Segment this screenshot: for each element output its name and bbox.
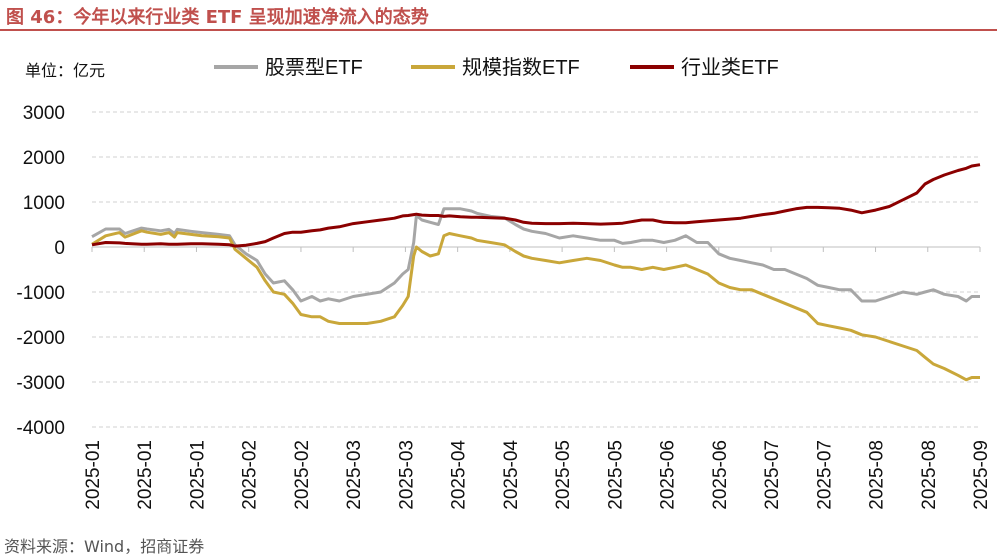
grid-lines: [92, 111, 980, 428]
x-tick-label: 2025-06: [710, 440, 731, 510]
x-tick-label: 2025-03: [396, 440, 417, 510]
figure-title: 图 46：今年以来行业类 ETF 呈现加速净流入的态势: [6, 7, 429, 28]
y-axis: 3000 2000 1000 0 -1000 -2000 -3000 -4000: [16, 103, 65, 439]
y-tick-label: -2000: [16, 328, 65, 349]
x-tick-label: 2025-05: [605, 440, 626, 510]
x-tick-label: 2025-01: [187, 440, 208, 510]
source-note: 资料来源：Wind，招商证券: [4, 537, 205, 556]
x-tick-label: 2025-09: [971, 440, 992, 510]
line-chart: 3000 2000 1000 0 -1000 -2000 -3000 -4000 2025-0…: [16, 56, 992, 510]
x-tick-label: 2025-08: [867, 440, 888, 510]
x-tick-label: 2025-01: [135, 440, 156, 510]
x-tick-label: 2025-07: [762, 440, 783, 510]
y-tick-label: 0: [54, 238, 65, 259]
unit-label: 单位：亿元: [25, 61, 105, 80]
x-tick-label: 2025-02: [292, 440, 313, 510]
y-tick-label: -1000: [16, 283, 65, 304]
legend-label: 规模指数ETF: [462, 56, 580, 79]
title-rule: [0, 29, 997, 31]
legend: 股票型ETF 规模指数ETF 行业类ETF: [214, 56, 779, 79]
x-tick-label: 2025-02: [240, 440, 261, 510]
y-tick-label: 3000: [23, 103, 65, 124]
series-lines: [91, 163, 981, 382]
x-tick-label: 2025-03: [344, 440, 365, 510]
legend-label: 行业类ETF: [681, 56, 779, 79]
x-tick-label: 2025-05: [553, 440, 574, 510]
x-tick-label: 2025-06: [658, 440, 679, 510]
x-tick-label: 2025-07: [814, 440, 835, 510]
y-tick-label: -4000: [16, 418, 65, 439]
series-line: [91, 163, 981, 248]
x-tick-label: 2025-04: [501, 440, 522, 510]
y-tick-label: 1000: [23, 193, 65, 214]
y-tick-label: 2000: [23, 148, 65, 169]
series-line: [91, 229, 980, 382]
x-tick-label: 2025-04: [449, 440, 470, 510]
x-tick-label: 2025-01: [83, 440, 104, 510]
y-tick-label: -3000: [16, 373, 65, 394]
x-axis: 2025-01 2025-01 2025-01 2025-02 2025-02 2025-…: [83, 247, 992, 510]
x-tick-label: 2025-08: [919, 440, 940, 510]
legend-label: 股票型ETF: [265, 56, 363, 79]
